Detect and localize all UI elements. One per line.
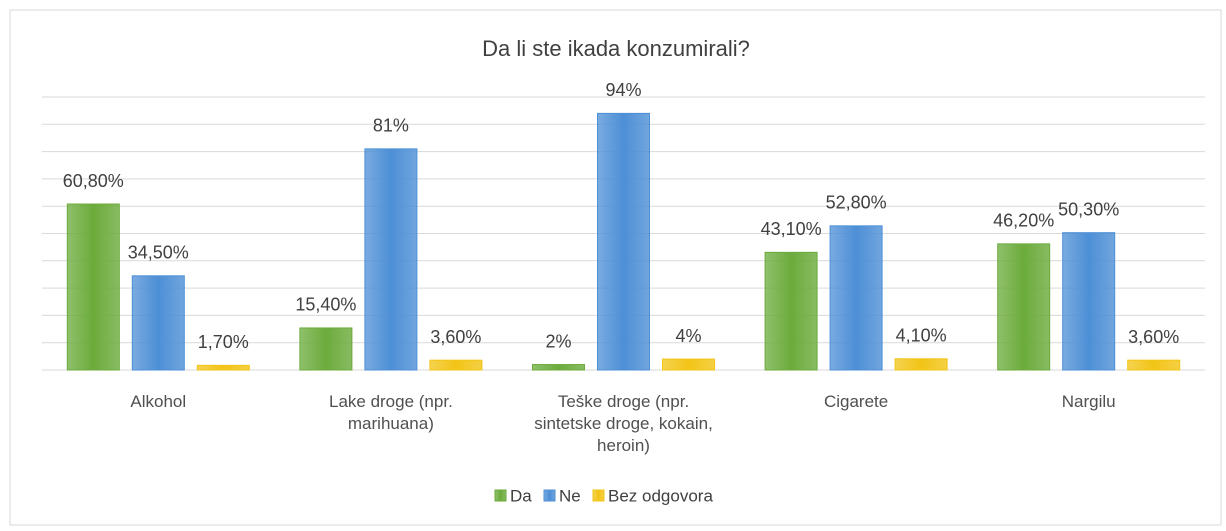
x-tick-label: Lake droge (npr. marihuana) (328, 392, 453, 433)
data-label: 2% (545, 331, 571, 351)
data-label: 4,10% (896, 326, 947, 346)
bar (662, 358, 715, 371)
chart-title: Da li ste ikada konzumirali? (482, 36, 750, 61)
bar (597, 112, 650, 371)
legend-swatch (592, 489, 605, 502)
data-label: 15,40% (295, 295, 356, 315)
bar (532, 364, 585, 371)
bar (1127, 359, 1181, 371)
bar (764, 251, 818, 371)
data-label: 34,50% (128, 243, 189, 263)
bar (829, 225, 883, 371)
x-tick-label: Cigarete (823, 392, 889, 411)
bar (1062, 232, 1116, 371)
legend-swatch (543, 489, 556, 502)
data-label: 60,80% (63, 171, 124, 191)
legend-label: Ne (559, 486, 581, 505)
legend-label: Da (510, 486, 532, 505)
data-label: 3,60% (430, 327, 481, 347)
data-label: 94% (605, 80, 641, 100)
bar (364, 148, 418, 371)
legend-swatch (494, 489, 507, 502)
data-label: 52,80% (826, 193, 887, 213)
bar (66, 203, 120, 371)
data-label: 4% (675, 326, 701, 346)
x-tick-label: Alkohol (130, 392, 187, 411)
bar (196, 364, 250, 371)
x-tick-label: Nargilu (1061, 392, 1116, 411)
data-label: 43,10% (761, 219, 822, 239)
data-label: 46,20% (993, 211, 1054, 231)
data-label: 81% (373, 116, 409, 136)
bar (429, 359, 483, 371)
bar (131, 275, 185, 371)
bar (997, 243, 1051, 371)
data-label: 50,30% (1058, 199, 1119, 219)
data-label: 3,60% (1128, 327, 1179, 347)
data-label: 1,70% (198, 332, 249, 352)
bar (299, 327, 353, 371)
bar (894, 358, 948, 371)
legend-label: Bez odgovora (608, 486, 713, 505)
x-tick-label: Teške droge (npr. sintetske droge, kokai… (534, 392, 713, 455)
